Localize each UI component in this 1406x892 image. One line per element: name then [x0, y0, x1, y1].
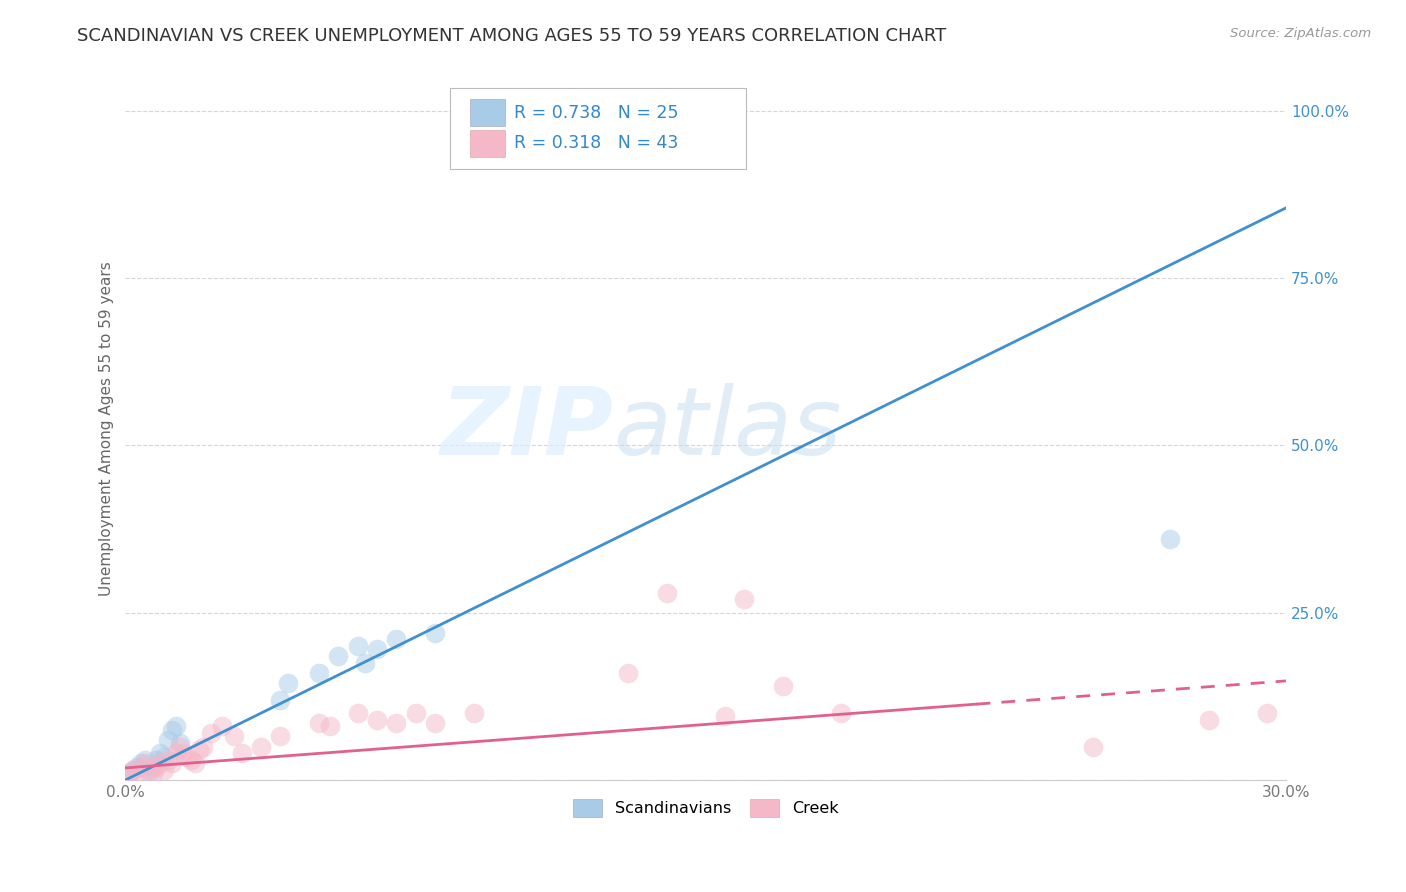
Text: atlas: atlas — [613, 384, 841, 475]
Point — [125, 766, 148, 780]
Point — [423, 625, 446, 640]
Point — [169, 736, 191, 750]
FancyBboxPatch shape — [470, 99, 505, 126]
Point — [184, 756, 207, 771]
Point — [354, 656, 377, 670]
Point — [169, 739, 191, 754]
Point — [385, 716, 408, 731]
Point — [1081, 739, 1104, 754]
Point — [319, 719, 342, 733]
Point — [122, 763, 145, 777]
Point — [153, 749, 176, 764]
Point — [269, 692, 291, 706]
Point — [405, 706, 427, 720]
Point — [153, 763, 176, 777]
Point — [366, 642, 388, 657]
Text: ZIP: ZIP — [440, 383, 613, 475]
Point — [173, 746, 195, 760]
Point — [830, 706, 852, 720]
Text: Source: ZipAtlas.com: Source: ZipAtlas.com — [1230, 27, 1371, 40]
Point — [134, 753, 156, 767]
Point — [160, 756, 183, 771]
Point — [188, 743, 211, 757]
Point — [211, 719, 233, 733]
Point — [328, 649, 350, 664]
Point — [160, 723, 183, 737]
Text: R = 0.738   N = 25: R = 0.738 N = 25 — [515, 103, 679, 121]
FancyBboxPatch shape — [470, 130, 505, 157]
Point — [149, 746, 172, 760]
Point — [308, 716, 330, 731]
Point — [269, 730, 291, 744]
Point — [141, 759, 163, 773]
Point — [277, 676, 299, 690]
Point — [733, 592, 755, 607]
Legend: Scandinavians, Creek: Scandinavians, Creek — [565, 791, 846, 825]
Text: SCANDINAVIAN VS CREEK UNEMPLOYMENT AMONG AGES 55 TO 59 YEARS CORRELATION CHART: SCANDINAVIAN VS CREEK UNEMPLOYMENT AMONG… — [77, 27, 946, 45]
Point — [118, 766, 141, 780]
Point — [222, 730, 245, 744]
Point — [231, 746, 253, 760]
Point — [138, 763, 160, 777]
Point — [165, 746, 187, 760]
Point — [772, 679, 794, 693]
Point — [138, 766, 160, 780]
Point — [346, 706, 368, 720]
Point — [1256, 706, 1278, 720]
Point — [655, 585, 678, 599]
Point — [157, 732, 180, 747]
FancyBboxPatch shape — [450, 88, 747, 169]
Point — [200, 726, 222, 740]
Point — [463, 706, 485, 720]
Point — [141, 766, 163, 780]
Point — [308, 665, 330, 680]
Point — [180, 753, 202, 767]
Point — [423, 716, 446, 731]
Point — [1198, 713, 1220, 727]
Point — [118, 766, 141, 780]
Text: R = 0.318   N = 43: R = 0.318 N = 43 — [515, 135, 679, 153]
Point — [157, 753, 180, 767]
Point — [695, 103, 717, 118]
Point — [250, 739, 273, 754]
Point — [125, 759, 148, 773]
Point — [617, 665, 640, 680]
Point — [714, 709, 737, 723]
Point — [134, 756, 156, 771]
Point — [145, 753, 167, 767]
Y-axis label: Unemployment Among Ages 55 to 59 years: Unemployment Among Ages 55 to 59 years — [100, 261, 114, 596]
Point — [385, 632, 408, 647]
Point — [176, 749, 198, 764]
Point — [165, 719, 187, 733]
Point — [129, 756, 152, 771]
Point — [145, 759, 167, 773]
Point — [122, 763, 145, 777]
Point — [1159, 532, 1181, 546]
Point — [129, 759, 152, 773]
Point — [149, 756, 172, 771]
Point — [191, 739, 214, 754]
Point — [346, 639, 368, 653]
Point — [366, 713, 388, 727]
